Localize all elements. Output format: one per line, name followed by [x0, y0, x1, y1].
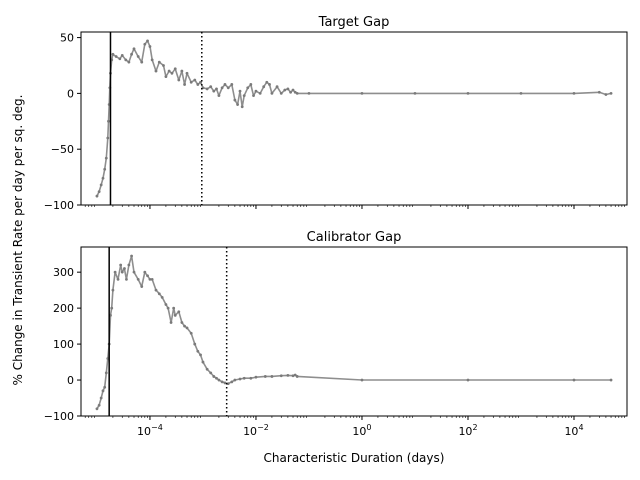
- data-series-trace: [96, 255, 611, 410]
- shared-y-axis-label: % Change in Transient Rate per day per s…: [11, 95, 25, 386]
- axes-frame: [80, 246, 628, 417]
- shared-x-axis-label: Characteristic Duration (days): [264, 451, 445, 465]
- axes-frame: [80, 31, 628, 206]
- x-tick-label: 104: [564, 423, 583, 438]
- y-tick-label: −100: [44, 410, 74, 423]
- x-tick-label: 10−2: [243, 423, 269, 438]
- x-tick-label: 10−4: [137, 423, 163, 438]
- y-tick-label: 0: [67, 374, 74, 387]
- target-gap-panel: Target Gap −100 −50 0 50: [44, 15, 628, 212]
- y-tick-label: −100: [44, 199, 74, 212]
- y-tick-label: 100: [53, 338, 74, 351]
- chart-title: Target Gap: [318, 15, 390, 30]
- calibrator-gap-panel: Calibrator Gap −100 0 100 200 300 10−4 10−2 100 1…: [44, 230, 628, 438]
- y-tick-label: 0: [67, 87, 74, 100]
- y-tick-label: 50: [60, 32, 74, 45]
- y-tick-label: 200: [53, 302, 74, 315]
- chart-title: Calibrator Gap: [307, 230, 402, 245]
- x-tick-label: 100: [352, 423, 371, 438]
- y-tick-label: 300: [53, 266, 74, 279]
- x-tick-label: 102: [458, 423, 477, 438]
- y-tick-label: −50: [51, 143, 74, 156]
